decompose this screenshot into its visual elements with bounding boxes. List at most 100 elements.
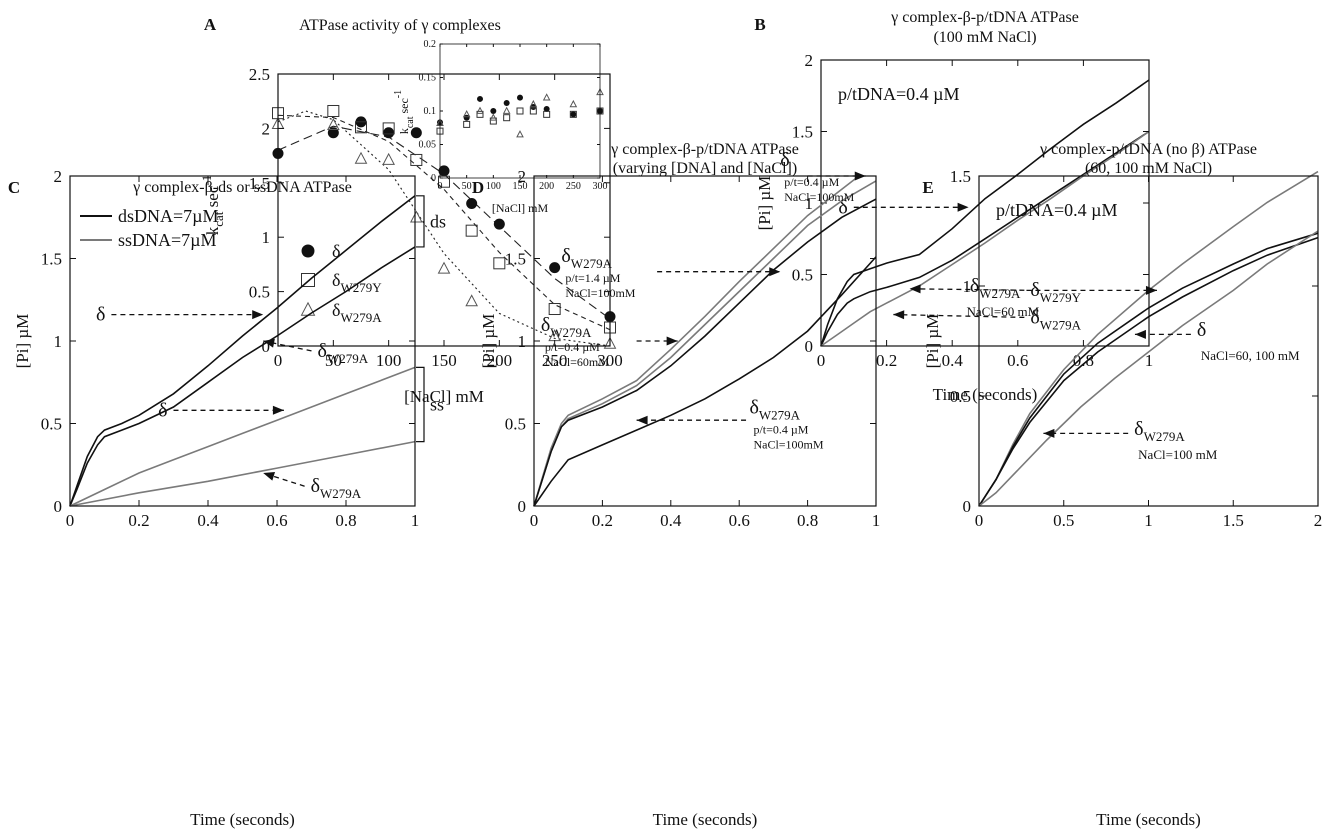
annotation-label-sub: W279A (571, 256, 613, 271)
chart-subtitle: (100 mM NaCl) (933, 29, 1036, 46)
annotation-label-main: δ (561, 245, 570, 267)
x-tick-label: 0 (817, 351, 826, 370)
y-tick-label: 0 (805, 337, 814, 356)
y-tick-label: 1.5 (792, 123, 813, 142)
y-tick-label: 0 (54, 497, 63, 516)
annotation-label: δW279A (561, 245, 612, 271)
annotation-note: NaCl=100mM (784, 190, 854, 204)
x-axis-label: Time (seconds) (653, 810, 758, 829)
y-tick-label: 0.1 (424, 106, 437, 117)
inset-point-s2 (476, 106, 484, 114)
y-label-sup: -1 (199, 175, 214, 186)
y-axis-label: kcat sec-1 (199, 175, 226, 235)
annotation-label-main: δ (318, 340, 327, 362)
inset-point-s2 (569, 99, 578, 108)
y-tick-label: 0 (431, 173, 436, 184)
y-label-sub: cat (405, 116, 416, 128)
legend-label: ssDNA=7µM (118, 230, 217, 250)
panel-d: Dγ complex-β-p/tDNA ATPase (varying [DNA]… (472, 141, 880, 829)
annotation-label-main: δ (838, 196, 847, 218)
annotation-label-main: δ (1030, 306, 1039, 328)
inset-point-s1 (489, 117, 497, 125)
annotation-label: δ (780, 149, 789, 171)
annotation-note: NaCl=60 mM (966, 304, 1039, 319)
x-tick-label: 0 (438, 181, 443, 192)
annotation-label: δ (158, 399, 167, 421)
x-tick-label: 0.2 (876, 351, 897, 370)
annotation-label-main: δ (749, 397, 758, 419)
annotation-label-main: δ (96, 304, 105, 326)
x-tick-label: 0.2 (592, 511, 613, 530)
x-tick-label: 300 (597, 351, 623, 370)
x-tick-label: 100 (486, 181, 501, 192)
legend-label-sub: W279Y (340, 280, 382, 295)
inset-point-s1 (503, 114, 511, 122)
series-line-3 (69, 440, 416, 507)
panel-letter: D (472, 178, 484, 197)
annotation-label: δW279A (318, 340, 369, 366)
annotation-label-main: δ (311, 475, 320, 497)
data-point-s0 (549, 262, 561, 274)
annotation-arrow-1-head (909, 284, 921, 294)
annotation-note: NaCl=100mM (753, 438, 823, 452)
annotation-note: NaCl=100 mM (1138, 447, 1218, 462)
x-tick-label: 50 (325, 351, 342, 370)
annotation-label: δW279A (1030, 306, 1081, 332)
legend-marker (301, 244, 315, 258)
x-tick-label: 250 (542, 351, 568, 370)
x-tick-label: 1 (872, 511, 881, 530)
x-tick-label: 0.6 (729, 511, 750, 530)
annotation-label-main: δ (1134, 418, 1143, 440)
y-tick-label: 0.2 (424, 39, 437, 50)
panel-letter: B (754, 15, 765, 34)
chart-title: γ complex-β-p/tDNA ATPase (890, 9, 1079, 26)
annotation-label-sub: W279A (327, 351, 369, 366)
data-point-s2 (437, 261, 451, 274)
data-point-s1 (438, 175, 450, 188)
inset-point-s1 (476, 110, 484, 118)
annotation-label: δW279A (749, 397, 800, 423)
x-tick-label: 300 (593, 181, 608, 192)
y-axis-label: kcat sec-1 (393, 90, 416, 134)
bracket-0 (416, 195, 425, 248)
data-point-s1 (410, 153, 423, 166)
inset-point-s1 (516, 107, 524, 115)
series-line-1 (820, 130, 1150, 347)
annotation-arrow-2-line (893, 313, 1025, 319)
annotation-arrow-1-line (909, 288, 1025, 291)
annotation-arrow-3-head (636, 415, 648, 425)
inset-plot: 0 50 100 150 200 250 300 0 0.05 0.1 0.15 0.2 [NaCl] … (393, 39, 608, 215)
panel-e: Eγ complex-p/tDNA (no β) ATPase (60, 100 … (922, 141, 1322, 829)
x-tick-label: 200 (539, 181, 554, 192)
y-axis-label: [Pi] µM (13, 314, 32, 369)
x-axis-label: Time (seconds) (190, 810, 295, 829)
y-axis-label: [Pi] µM (755, 176, 774, 231)
annotation-label: δ (838, 196, 847, 218)
legend-label-sub: W279A (340, 310, 382, 325)
data-point-s2 (327, 118, 340, 131)
y-label-main: k (397, 128, 411, 134)
inset-point-s0 (463, 114, 470, 121)
bracket-label: ds (430, 211, 446, 231)
annotation-arrow-2-head (893, 310, 905, 320)
inset-point-s2 (529, 99, 538, 108)
data-point-s2 (382, 152, 395, 165)
annotation-note: p/t=0.4 µM (753, 423, 808, 437)
annotation-label-sub: W279A (759, 408, 801, 423)
inset-point-s0 (517, 94, 523, 101)
x-tick-label: 0.8 (335, 511, 356, 530)
chart-subtitle: (60, 100 mM NaCl) (1085, 160, 1212, 177)
annotation-arrow-0-head (252, 310, 264, 320)
annotation-label-main: δ (1030, 279, 1039, 301)
legend-label-main: δ (332, 270, 340, 290)
inset-point-s0 (570, 111, 577, 118)
y-tick-label: 1.5 (950, 167, 971, 186)
data-point-s1 (548, 303, 561, 316)
series-line-1 (69, 246, 416, 507)
y-tick-label: 2.5 (249, 65, 270, 84)
series-line-2 (533, 198, 877, 507)
legend-label: dsDNA=7µM (118, 206, 219, 226)
y-tick-label: 0.5 (249, 283, 270, 302)
y-tick-label: 2 (518, 167, 527, 186)
x-tick-label: 1 (1144, 511, 1153, 530)
